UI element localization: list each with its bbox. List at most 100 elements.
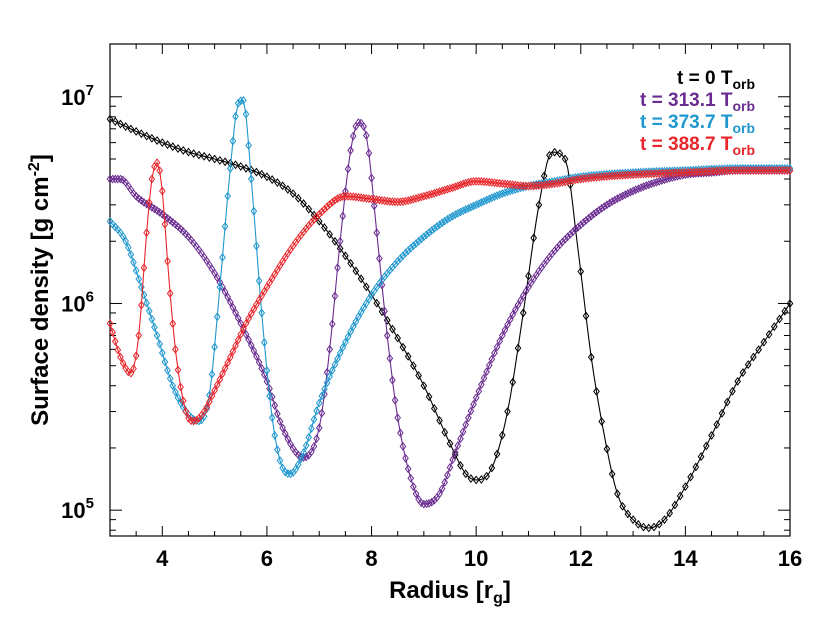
series-0-point <box>556 149 564 159</box>
series-3-point <box>177 382 184 392</box>
series-2-point <box>417 234 425 244</box>
series-3-point <box>587 173 595 183</box>
series-3-point <box>750 166 757 175</box>
series-1-point <box>318 408 326 418</box>
series-3-point <box>365 194 373 204</box>
series-2-point <box>143 298 150 308</box>
series-3-point <box>532 181 540 191</box>
series-3-point <box>648 169 655 179</box>
series-2-point <box>292 464 300 474</box>
series-0-point <box>770 322 778 332</box>
series-3-point <box>480 177 488 187</box>
series-0-point <box>404 351 412 361</box>
series-3-point <box>127 368 135 378</box>
x-tick-label: 8 <box>365 546 377 571</box>
series-0-point <box>666 508 674 518</box>
series-2-point <box>336 348 344 358</box>
series-1-point <box>464 413 472 423</box>
series-3-point <box>786 166 794 175</box>
series-3-point <box>658 168 666 178</box>
series-0-point <box>268 175 276 185</box>
series-3-point <box>143 228 150 238</box>
series-2-point <box>250 206 258 216</box>
series-0-point <box>410 361 417 371</box>
series-3-point <box>708 166 715 176</box>
series-3-point <box>739 166 747 175</box>
series-3-point <box>140 263 148 273</box>
series-3-point <box>164 256 171 266</box>
series-3-point <box>574 174 582 184</box>
series-0-point <box>342 251 349 261</box>
series-3-point <box>349 192 357 202</box>
series-3-point <box>117 352 124 362</box>
series-1-point <box>224 292 232 302</box>
series-3-point <box>577 174 585 184</box>
series-0-point <box>781 306 789 316</box>
series-1-point <box>566 229 574 239</box>
series-2-point <box>485 194 493 204</box>
series-0-point <box>153 136 161 145</box>
series-2-point <box>242 109 250 119</box>
series-1-point <box>595 205 603 215</box>
series-2-point <box>496 190 504 200</box>
series-1-point <box>342 186 349 196</box>
series-3-point <box>232 341 239 351</box>
series-1-point <box>344 164 352 174</box>
series-2-point <box>425 228 433 238</box>
series-3-point <box>389 197 396 207</box>
series-2-point <box>268 413 276 423</box>
series-2-point <box>124 242 132 252</box>
series-3-point <box>634 169 642 179</box>
series-1-point <box>258 363 266 373</box>
series-1-point <box>509 310 517 319</box>
series-0-point <box>436 416 443 425</box>
series-3-point <box>640 169 647 179</box>
series-2-point <box>464 203 472 213</box>
series-2-point <box>258 308 266 318</box>
series-0-point <box>326 229 334 239</box>
series-2-point <box>344 332 352 342</box>
series-1-point <box>658 176 666 185</box>
series-3-point <box>566 176 574 186</box>
series-1-point <box>368 173 375 183</box>
series-2-point <box>237 96 245 106</box>
series-3-point <box>187 416 195 426</box>
series-2-point <box>399 251 407 261</box>
series-1-point <box>462 420 470 430</box>
series-1-point <box>483 367 490 377</box>
series-2-point <box>161 357 169 367</box>
series-3-point <box>182 407 190 416</box>
series-1-point <box>634 184 642 194</box>
series-3-point <box>145 198 153 208</box>
series-0-point <box>274 178 281 187</box>
series-3-point <box>650 169 658 179</box>
series-2-point <box>509 185 517 195</box>
series-2-point <box>266 391 273 401</box>
series-2-point <box>313 406 320 416</box>
series-0-point <box>676 491 684 501</box>
series-1-point <box>459 427 467 437</box>
series-2-point <box>433 222 441 231</box>
series-0-point <box>614 489 621 499</box>
series-1-point <box>370 201 378 211</box>
series-3-point <box>491 178 498 188</box>
series-1-point <box>268 392 276 402</box>
series-0-point <box>483 471 490 481</box>
series-2-point <box>158 348 166 358</box>
series-2-point <box>297 454 305 464</box>
series-1-point <box>650 178 658 188</box>
series-3-point <box>603 171 611 181</box>
series-1-point <box>514 300 522 310</box>
series-3-point <box>221 363 229 373</box>
series-1-point <box>281 429 289 439</box>
series-0-point <box>200 151 208 161</box>
series-1-point <box>580 218 587 228</box>
series-1-point <box>666 173 674 183</box>
series-0-point <box>582 311 590 321</box>
series-1-point <box>441 477 449 487</box>
y-tick-label: 106 <box>61 288 94 316</box>
series-3-point <box>752 166 760 175</box>
series-3-point <box>234 335 242 345</box>
series-2-point <box>470 201 477 211</box>
series-3-point <box>240 324 247 334</box>
